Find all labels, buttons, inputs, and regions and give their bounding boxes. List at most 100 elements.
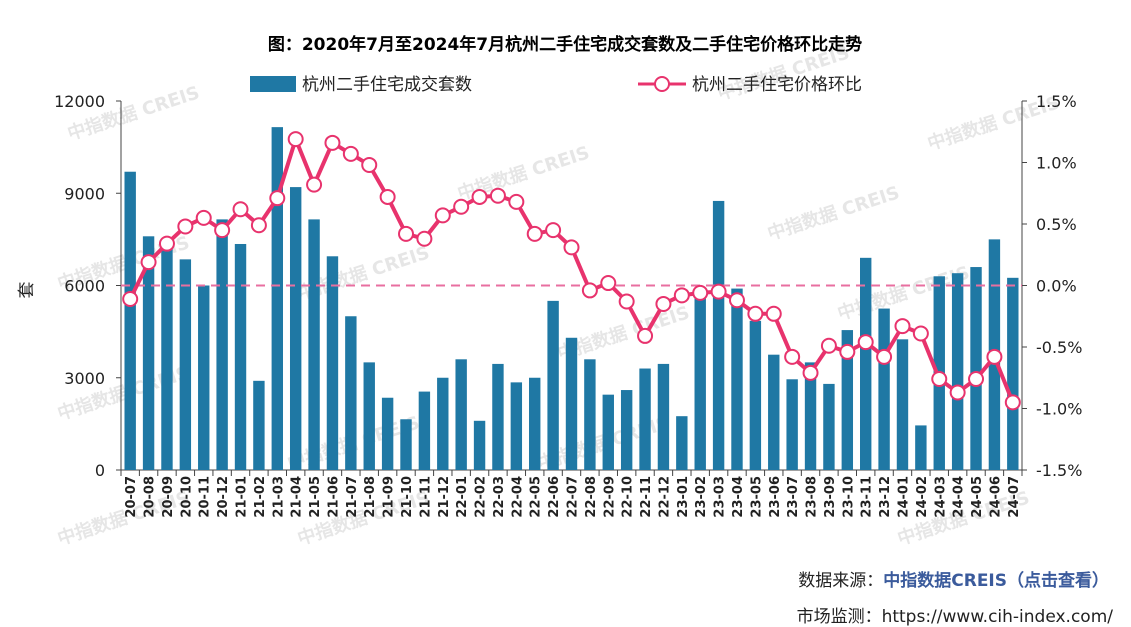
legend: 杭州二手住宅成交套数 杭州二手住宅价格环比 <box>250 75 862 95</box>
x-tick-label: 24-01 <box>896 476 911 518</box>
line-point <box>214 222 231 239</box>
line-point <box>710 283 727 300</box>
line-point <box>728 292 745 309</box>
x-tick-label: 21-02 <box>253 476 268 518</box>
x-tick-label: 22-12 <box>657 476 672 518</box>
y-axis-left-label: 套 <box>17 282 37 299</box>
line-point <box>526 225 543 242</box>
y-left-tick-label: 0 <box>95 461 105 480</box>
line-point <box>692 284 709 301</box>
y-left-tick-label: 6000 <box>64 277 105 296</box>
bar <box>418 391 431 470</box>
line-point <box>122 291 139 308</box>
bar <box>860 257 872 470</box>
bar-series <box>124 127 1019 470</box>
legend-bar-label: 杭州二手住宅成交套数 <box>302 75 472 95</box>
bar <box>565 337 578 470</box>
x-tick-label: 23-10 <box>841 476 856 518</box>
x-tick-label: 22-10 <box>621 476 636 518</box>
x-tick-label: 23-07 <box>786 476 801 518</box>
line-point <box>839 343 856 360</box>
bar <box>620 390 633 470</box>
bar <box>639 368 651 470</box>
bar <box>529 377 541 470</box>
line-point <box>379 188 396 205</box>
x-tick-label: 22-03 <box>492 476 507 518</box>
line-point <box>287 131 304 148</box>
bar <box>749 320 762 470</box>
bar <box>657 363 670 470</box>
bar <box>400 419 412 470</box>
line-point <box>361 156 378 173</box>
x-tick-label: 21-09 <box>382 476 397 518</box>
line-point <box>398 225 415 242</box>
line-point <box>986 348 1003 365</box>
x-tick-label: 23-06 <box>768 476 783 518</box>
bar <box>161 248 173 470</box>
x-tick-label: 20-12 <box>216 476 231 518</box>
x-tick-label: 20-10 <box>179 476 194 518</box>
monitor-url[interactable]: https://www.cih-index.com/ <box>881 607 1113 627</box>
source-label: 数据来源： <box>798 571 884 591</box>
y-left-tick-label: 9000 <box>64 184 105 203</box>
bar <box>547 300 559 470</box>
bar <box>198 285 210 470</box>
line-point <box>600 275 617 292</box>
bar <box>216 219 228 470</box>
bar <box>951 273 964 470</box>
y-right-tick-label: -1.5% <box>1036 461 1082 480</box>
x-tick-label: 21-01 <box>235 476 250 518</box>
line-point <box>968 370 985 387</box>
line-point <box>747 305 764 322</box>
line-point <box>158 235 175 252</box>
y-ticks-left: 0 3000 6000 9000 12000 <box>54 92 121 480</box>
legend-bar-swatch <box>250 76 296 92</box>
bar <box>510 382 523 470</box>
x-tick-label: 21-11 <box>418 476 433 518</box>
bar <box>289 187 302 470</box>
line-point <box>637 327 654 344</box>
x-tick-label: 24-04 <box>952 476 967 518</box>
x-tick-label: 23-03 <box>713 476 728 518</box>
line-point <box>876 348 893 365</box>
line-point <box>342 145 359 162</box>
x-tick-label: 20-08 <box>143 476 158 518</box>
chart-title: 图：2020年7月至2024年7月杭州二手住宅成交套数及二手住宅价格环比走势 <box>268 34 862 55</box>
bar <box>381 397 394 470</box>
y-right-tick-label: 0.0% <box>1036 277 1077 296</box>
watermark-text: 中指数据 CREIS <box>65 81 202 144</box>
bar <box>363 362 375 470</box>
line-point <box>1004 394 1021 411</box>
bar <box>823 383 835 470</box>
bar <box>326 256 339 470</box>
bar <box>179 259 192 470</box>
x-tick-label: 24-02 <box>915 476 930 518</box>
x-tick-label: 21-04 <box>290 476 305 518</box>
x-tick-label: 23-12 <box>878 476 893 518</box>
x-tick-label: 22-09 <box>602 476 617 518</box>
line-point <box>857 334 874 351</box>
bar <box>676 416 688 470</box>
bar <box>841 330 854 470</box>
line-point <box>618 293 635 310</box>
bar <box>786 379 798 470</box>
source-link[interactable]: 中指数据CREIS（点击查看） <box>883 571 1109 591</box>
x-tick-label: 24-03 <box>933 476 948 518</box>
x-tick-label: 23-02 <box>694 476 709 518</box>
x-tick-label: 22-04 <box>510 476 525 518</box>
line-series <box>122 131 1021 411</box>
bar <box>142 236 155 470</box>
line-point <box>489 187 506 204</box>
y-right-tick-label: 1.0% <box>1036 154 1077 173</box>
bar <box>271 127 283 470</box>
x-tick-label: 21-12 <box>437 476 452 518</box>
x-tick-label: 23-01 <box>676 476 691 518</box>
y-ticks-right: -1.5% -1.0% -0.5% 0.0% 0.5% 1.0% 1.5% <box>1022 92 1082 480</box>
line-point <box>894 318 911 335</box>
watermark-text: 中指数据 CREIS <box>765 181 902 244</box>
line-point <box>232 201 249 218</box>
y-right-tick-label: 0.5% <box>1036 215 1077 234</box>
x-tick-label: 23-08 <box>805 476 820 518</box>
x-tick-label: 22-07 <box>566 476 581 518</box>
